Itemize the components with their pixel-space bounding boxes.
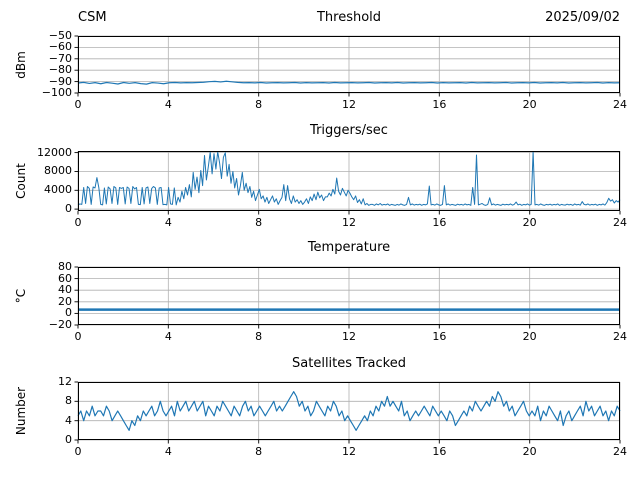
x-tick-label: 12 <box>342 216 356 229</box>
date-label: 2025/09/02 <box>545 10 620 25</box>
station-label: CSM <box>78 10 107 25</box>
x-tick-label: 24 <box>613 216 627 229</box>
y-tick-label: −100 <box>41 86 72 99</box>
threshold-plot <box>74 35 621 97</box>
y-tick-label: −50 <box>48 29 72 42</box>
y-axis-label-celsius: °C <box>13 288 28 304</box>
y-tick-label: 0 <box>65 433 72 446</box>
x-tick-label: 12 <box>342 98 356 111</box>
chart-title-satellites: Satellites Tracked <box>292 356 406 371</box>
x-tick-label: 0 <box>74 445 82 458</box>
x-tick-label: 16 <box>432 216 447 229</box>
y-tick-label: 40 <box>58 283 72 297</box>
temperature-plot <box>74 266 621 329</box>
x-tick-label: 4 <box>164 98 172 111</box>
y-tick-label: 12 <box>58 375 72 388</box>
chart-title-temperature: Temperature <box>307 240 391 255</box>
y-axis-label-dbm: dBm <box>13 50 28 79</box>
y-tick-label: 20 <box>58 294 72 308</box>
x-tick-label: 24 <box>613 445 627 458</box>
x-tick-label: 8 <box>255 330 263 343</box>
x-tick-label: 20 <box>522 445 537 458</box>
y-axis-label-number: Number <box>14 386 28 436</box>
x-tick-label: 20 <box>522 330 537 343</box>
y-tick-label: 80 <box>58 260 72 273</box>
x-tick-label: 4 <box>164 445 172 458</box>
y-tick-label: 8 <box>65 394 72 408</box>
x-tick-label: 12 <box>342 330 356 343</box>
x-tick-label: 4 <box>164 216 172 229</box>
x-tick-label: 16 <box>432 445 447 458</box>
y-tick-label: −70 <box>48 51 72 65</box>
y-tick-label: −90 <box>48 74 72 88</box>
x-tick-label: 16 <box>432 98 447 111</box>
y-tick-label: 8000 <box>44 164 72 178</box>
satellites-title-row: Satellites Tracked <box>78 354 620 374</box>
y-tick-label: 0 <box>65 306 72 320</box>
y-tick-label: 60 <box>58 271 72 285</box>
y-tick-label: 0 <box>65 202 72 216</box>
x-tick-label: 12 <box>342 445 356 458</box>
x-tick-label: 20 <box>522 216 537 229</box>
triggers-title-row: Triggers/sec <box>78 121 620 141</box>
x-tick-label: 8 <box>255 216 263 229</box>
x-tick-label: 0 <box>74 98 82 111</box>
x-tick-label: 8 <box>255 98 263 111</box>
y-tick-label: 12000 <box>37 145 72 159</box>
satellites-plot <box>74 381 621 444</box>
y-tick-label: −80 <box>48 63 72 77</box>
x-tick-label: 24 <box>613 98 627 111</box>
y-tick-label: 4 <box>65 413 72 427</box>
y-tick-label: 4000 <box>44 183 72 197</box>
y-tick-label: −20 <box>48 318 72 331</box>
x-tick-label: 24 <box>613 330 627 343</box>
x-tick-label: 16 <box>432 330 447 343</box>
triggers-plot <box>74 150 621 215</box>
y-tick-label: −60 <box>48 40 72 54</box>
y-axis-label-count: Count <box>13 163 28 199</box>
x-tick-label: 20 <box>522 98 537 111</box>
x-tick-label: 0 <box>74 216 82 229</box>
chart-title-threshold: Threshold <box>316 10 382 25</box>
x-tick-label: 0 <box>74 330 82 343</box>
x-tick-label: 4 <box>164 330 172 343</box>
temperature-title-row: Temperature <box>78 238 620 258</box>
x-tick-label: 8 <box>255 445 263 458</box>
threshold-title-row: CSM Threshold 2025/09/02 <box>78 8 620 28</box>
chart-title-triggers: Triggers/sec <box>310 123 388 138</box>
